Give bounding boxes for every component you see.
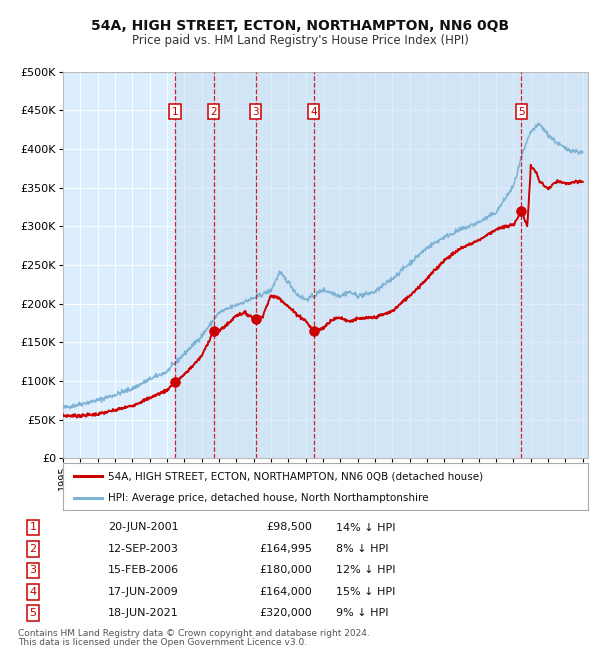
Text: £98,500: £98,500 — [266, 523, 312, 532]
Text: £320,000: £320,000 — [259, 608, 312, 618]
Text: 15% ↓ HPI: 15% ↓ HPI — [336, 587, 395, 597]
Text: 3: 3 — [29, 566, 37, 575]
Bar — [214, 72, 256, 458]
Text: 8% ↓ HPI: 8% ↓ HPI — [336, 544, 389, 554]
Text: 5: 5 — [518, 107, 525, 117]
Text: 54A, HIGH STREET, ECTON, NORTHAMPTON, NN6 0QB: 54A, HIGH STREET, ECTON, NORTHAMPTON, NN… — [91, 20, 509, 34]
Bar — [521, 72, 588, 458]
Text: 3: 3 — [253, 107, 259, 117]
Text: 14% ↓ HPI: 14% ↓ HPI — [336, 523, 395, 532]
Text: 9% ↓ HPI: 9% ↓ HPI — [336, 608, 389, 618]
Text: 18-JUN-2021: 18-JUN-2021 — [108, 608, 179, 618]
Text: Contains HM Land Registry data © Crown copyright and database right 2024.: Contains HM Land Registry data © Crown c… — [18, 629, 370, 638]
Text: 1: 1 — [29, 523, 37, 532]
Text: 12-SEP-2003: 12-SEP-2003 — [108, 544, 179, 554]
Text: Price paid vs. HM Land Registry's House Price Index (HPI): Price paid vs. HM Land Registry's House … — [131, 34, 469, 47]
Text: 54A, HIGH STREET, ECTON, NORTHAMPTON, NN6 0QB (detached house): 54A, HIGH STREET, ECTON, NORTHAMPTON, NN… — [107, 471, 483, 481]
Text: 1: 1 — [172, 107, 178, 117]
Text: £180,000: £180,000 — [259, 566, 312, 575]
Text: This data is licensed under the Open Government Licence v3.0.: This data is licensed under the Open Gov… — [18, 638, 307, 647]
Text: 15-FEB-2006: 15-FEB-2006 — [108, 566, 179, 575]
Bar — [314, 72, 521, 458]
Text: 2: 2 — [29, 544, 37, 554]
Text: 5: 5 — [29, 608, 37, 618]
Text: £164,995: £164,995 — [259, 544, 312, 554]
Bar — [256, 72, 314, 458]
Text: HPI: Average price, detached house, North Northamptonshire: HPI: Average price, detached house, Nort… — [107, 493, 428, 502]
Bar — [175, 72, 214, 458]
Text: £164,000: £164,000 — [259, 587, 312, 597]
Text: 17-JUN-2009: 17-JUN-2009 — [108, 587, 179, 597]
Text: 12% ↓ HPI: 12% ↓ HPI — [336, 566, 395, 575]
Text: 20-JUN-2001: 20-JUN-2001 — [108, 523, 179, 532]
Text: 2: 2 — [211, 107, 217, 117]
Text: 4: 4 — [310, 107, 317, 117]
Text: 4: 4 — [29, 587, 37, 597]
